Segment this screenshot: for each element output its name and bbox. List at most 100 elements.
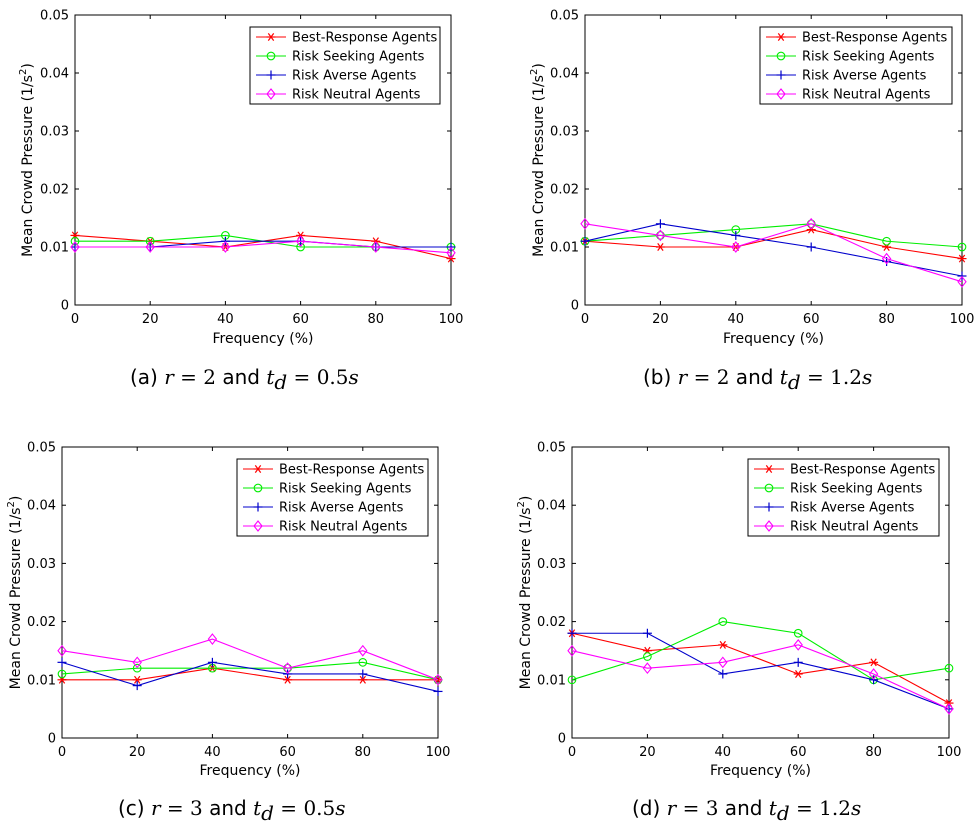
series-line	[571, 632, 950, 704]
legend-entry: Best-Response Agents	[802, 31, 948, 46]
x-tick-label: 40	[715, 745, 732, 760]
data-point	[358, 657, 368, 667]
chart-panel-1: 0 20 40 60 80 100 0 0.01 0.02 0.03 0.04 0.05 Frequen…	[18, 9, 463, 395]
legend-marker	[253, 520, 263, 532]
x-tick-label: 60	[790, 745, 807, 760]
data-point	[655, 219, 665, 229]
y-tick-label: 0.02	[550, 183, 579, 198]
legend-marker	[776, 70, 786, 80]
legend-marker	[266, 88, 276, 100]
data-point	[433, 686, 443, 696]
data-point	[643, 652, 652, 661]
legend-marker	[253, 502, 263, 512]
legend-marker	[266, 33, 276, 41]
series-risk-neutral-agents	[580, 217, 967, 288]
y-axis-label: Mean Crowd Pressure (1/s2)	[516, 496, 534, 690]
legend: Best-Response Agents Risk Seeking Agents R…	[249, 26, 441, 105]
legend: Best-Response Agents Risk Seeking Agents R…	[747, 458, 940, 537]
x-tick-label: 0	[581, 312, 589, 327]
data-point	[793, 670, 803, 678]
legend-entry: Risk Averse Agents	[279, 501, 404, 516]
legend-marker	[776, 51, 786, 61]
x-axis-label: Frequency (%)	[212, 331, 313, 347]
data-point	[371, 241, 381, 253]
x-axis-label: Frequency (%)	[199, 763, 300, 779]
data-point	[207, 657, 217, 667]
legend-box	[747, 458, 940, 537]
y-tick-label: 0.03	[537, 557, 566, 572]
data-point	[57, 669, 67, 679]
series-risk-neutral-agents	[567, 638, 954, 715]
panel-caption: (a) r = 2 and td = 0.5s	[130, 365, 359, 394]
x-tick-label: 80	[368, 312, 385, 327]
y-tick-label: 0.05	[537, 441, 566, 456]
legend-marker	[266, 51, 276, 61]
panel-caption: (d) r = 3 and td = 1.2s	[632, 796, 861, 825]
x-tick-label: 40	[204, 745, 221, 760]
series-risk-neutral-agents	[57, 633, 443, 686]
x-axis-label: Frequency (%)	[710, 763, 811, 779]
data-point	[882, 236, 891, 246]
y-tick-label: 0.01	[550, 241, 579, 256]
x-tick-label: 20	[652, 312, 669, 327]
data-point	[957, 254, 967, 263]
series-risk-neutral-agents	[70, 235, 456, 259]
y-tick-label: 0.04	[550, 67, 579, 82]
data-point	[446, 246, 456, 259]
x-tick-label: 100	[950, 312, 975, 327]
y-tick-label: 0	[61, 299, 69, 314]
data-point	[220, 241, 231, 253]
legend-marker	[764, 465, 774, 473]
data-point	[57, 644, 67, 657]
panel-caption: (c) r = 3 and td = 0.5s	[118, 796, 346, 825]
data-point	[132, 675, 142, 684]
data-point	[731, 230, 741, 240]
legend-entry: Risk Neutral Agents	[279, 520, 408, 535]
legend-marker	[253, 483, 263, 493]
y-tick-label: 0.02	[40, 183, 69, 198]
x-tick-label: 0	[58, 745, 66, 760]
legend-entry: Risk Neutral Agents	[292, 88, 421, 103]
x-tick-label: 60	[292, 312, 309, 327]
x-tick-label: 80	[355, 745, 372, 760]
y-tick-label: 0	[48, 732, 56, 747]
series-line	[584, 223, 963, 248]
data-point	[793, 638, 803, 651]
x-tick-label: 20	[129, 745, 146, 760]
series-best-response-agents	[57, 664, 443, 684]
legend-marker	[764, 502, 774, 512]
data-point	[718, 640, 728, 649]
data-point	[358, 669, 368, 679]
data-point	[132, 663, 142, 673]
chart-panel-3: 0 20 40 60 80 100 0 0.01 0.02 0.03 0.04 0.05 Frequen…	[6, 441, 450, 826]
y-tick-label: 0.02	[27, 615, 56, 630]
y-tick-label: 0.03	[550, 125, 579, 140]
data-point	[132, 681, 142, 691]
x-tick-label: 40	[728, 312, 745, 327]
chart-panel-4: 0 20 40 60 80 100 0 0.01 0.02 0.03 0.04 0.05 Frequen…	[516, 441, 961, 826]
series-line	[584, 223, 963, 277]
data-point	[869, 658, 879, 667]
legend-box	[249, 26, 441, 105]
y-tick-label: 0.04	[27, 499, 56, 514]
x-tick-label: 100	[426, 745, 451, 760]
data-point	[793, 657, 803, 667]
legend: Best-Response Agents Risk Seeking Agents R…	[236, 458, 429, 537]
y-tick-label: 0.01	[27, 673, 56, 688]
legend-box	[759, 26, 953, 105]
data-point	[731, 241, 741, 253]
x-tick-label: 80	[878, 312, 895, 327]
legend-marker	[776, 33, 786, 41]
data-point	[580, 236, 590, 246]
y-tick-label: 0	[558, 732, 566, 747]
legend-marker	[776, 88, 786, 100]
y-tick-label: 0.05	[550, 9, 579, 24]
series-line	[571, 644, 950, 710]
series-line	[75, 240, 452, 254]
data-point	[567, 644, 577, 657]
y-tick-label: 0.02	[537, 615, 566, 630]
legend-entry: Risk Averse Agents	[292, 69, 417, 84]
data-point	[655, 229, 666, 242]
data-point	[132, 656, 142, 669]
